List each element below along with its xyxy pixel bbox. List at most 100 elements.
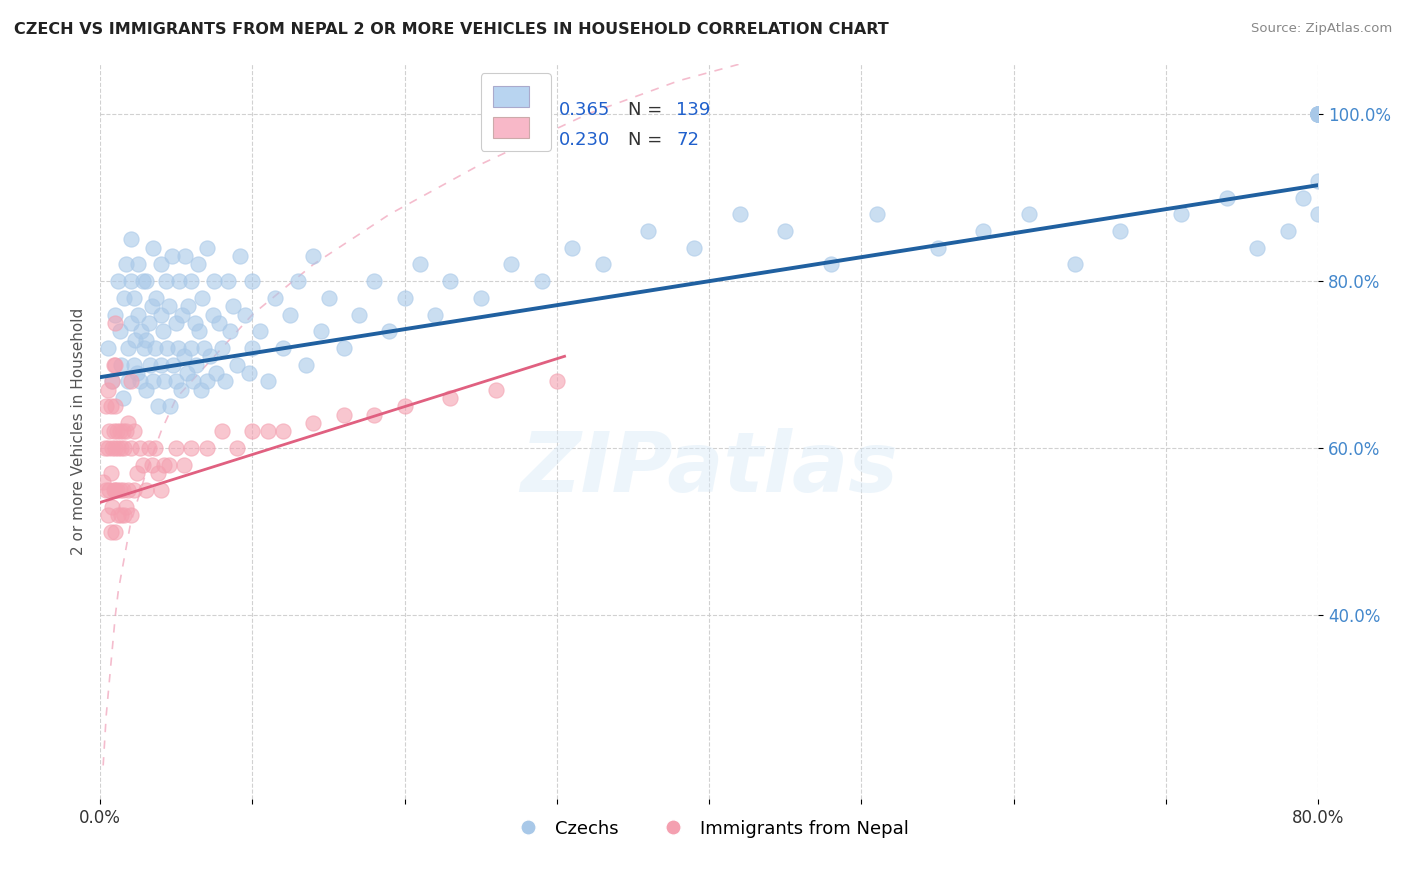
Point — [226, 441, 249, 455]
Point — [143, 341, 166, 355]
Point — [1308, 107, 1330, 121]
Point — [150, 257, 173, 271]
Text: R =: R = — [508, 131, 547, 150]
Point — [135, 483, 157, 497]
Point — [249, 324, 271, 338]
Point — [162, 358, 184, 372]
Point — [309, 324, 332, 338]
Point — [264, 291, 287, 305]
Point — [125, 366, 148, 380]
Point — [127, 257, 149, 271]
Point — [114, 291, 136, 305]
Point — [165, 375, 187, 389]
Point — [103, 358, 125, 372]
Point — [117, 483, 139, 497]
Point — [205, 366, 228, 380]
Point — [173, 349, 195, 363]
Point — [1308, 107, 1330, 121]
Point — [141, 458, 163, 472]
Point — [302, 249, 325, 263]
Point — [169, 274, 191, 288]
Point — [122, 425, 145, 439]
Point — [100, 400, 122, 414]
Point — [104, 308, 127, 322]
Point — [135, 274, 157, 288]
Point — [145, 291, 167, 305]
Point — [683, 241, 706, 255]
Point — [866, 207, 889, 221]
Point — [394, 400, 416, 414]
Point — [120, 274, 142, 288]
Point — [156, 341, 179, 355]
Point — [1308, 107, 1330, 121]
Point — [139, 358, 162, 372]
Point — [1308, 107, 1330, 121]
Text: N =: N = — [627, 131, 668, 150]
Point — [114, 508, 136, 522]
Point — [1308, 107, 1330, 121]
Point — [120, 316, 142, 330]
Point — [1308, 107, 1330, 121]
Point — [104, 524, 127, 539]
Point — [125, 466, 148, 480]
Point — [193, 341, 215, 355]
Point — [98, 483, 121, 497]
Point — [107, 441, 129, 455]
Point — [728, 207, 751, 221]
Point — [96, 400, 118, 414]
Point — [972, 224, 994, 238]
Point — [129, 324, 152, 338]
Point — [501, 257, 523, 271]
Point — [142, 241, 165, 255]
Point — [124, 333, 146, 347]
Point — [211, 341, 233, 355]
Point — [104, 400, 127, 414]
Point — [104, 483, 127, 497]
Point — [105, 425, 128, 439]
Point — [1308, 174, 1330, 188]
Point — [439, 274, 461, 288]
Point — [120, 232, 142, 246]
Point — [180, 441, 202, 455]
Point — [485, 383, 508, 397]
Point — [378, 324, 401, 338]
Text: 72: 72 — [676, 131, 699, 150]
Point — [101, 375, 124, 389]
Point — [105, 483, 128, 497]
Point — [146, 466, 169, 480]
Point — [107, 274, 129, 288]
Point — [150, 308, 173, 322]
Point — [146, 400, 169, 414]
Point — [160, 249, 183, 263]
Point — [97, 383, 120, 397]
Point — [143, 441, 166, 455]
Point — [122, 291, 145, 305]
Point — [100, 524, 122, 539]
Point — [1063, 257, 1085, 271]
Point — [141, 299, 163, 313]
Point — [1308, 107, 1330, 121]
Point — [103, 483, 125, 497]
Point — [110, 441, 132, 455]
Text: 139: 139 — [676, 101, 710, 119]
Point — [271, 425, 294, 439]
Point — [157, 299, 180, 313]
Point — [332, 408, 354, 422]
Point — [174, 249, 197, 263]
Point — [120, 508, 142, 522]
Point — [101, 500, 124, 514]
Point — [256, 425, 278, 439]
Point — [104, 358, 127, 372]
Point — [470, 291, 492, 305]
Point — [363, 408, 385, 422]
Point — [120, 441, 142, 455]
Point — [229, 249, 252, 263]
Point — [363, 274, 385, 288]
Point — [439, 391, 461, 405]
Point — [183, 316, 205, 330]
Point — [226, 358, 249, 372]
Point — [1292, 191, 1315, 205]
Point — [318, 291, 340, 305]
Point — [1308, 107, 1330, 121]
Point — [211, 425, 233, 439]
